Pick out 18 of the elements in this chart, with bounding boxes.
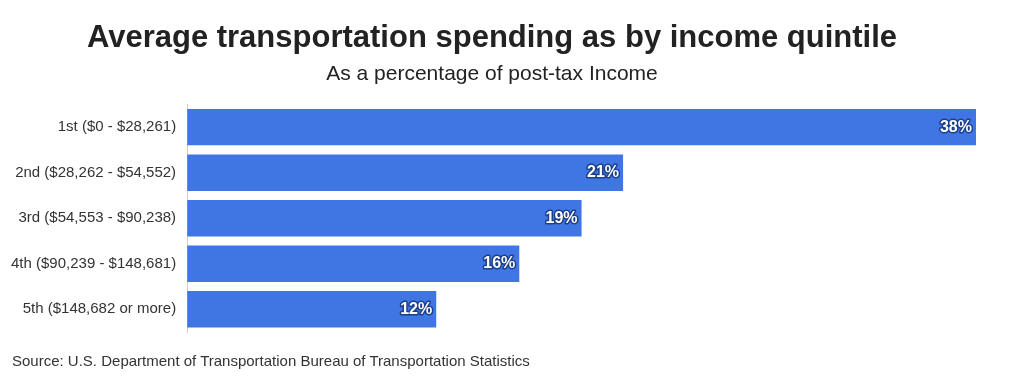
y-tick-label: 5th ($148,682 or more) [22, 299, 177, 317]
bar [187, 199, 582, 237]
source-note: Source: U.S. Department of Transportation Bureau of Transportation Statistics [12, 352, 531, 369]
chart-title: Average transportation spending as by income quintile [86, 19, 898, 55]
y-tick-label: 4th ($90,239 - $148,681) [11, 253, 177, 271]
y-tick-label: 2nd ($28,262 - $54,552) [15, 162, 177, 180]
chart-subtitle: As a percentage of post-tax Income [326, 60, 658, 84]
data-label: 38% [939, 117, 972, 135]
bar [187, 154, 624, 191]
data-label: 21% [587, 163, 620, 181]
data-label: 16% [483, 254, 516, 272]
bar [187, 245, 520, 282]
data-label: 12% [400, 299, 433, 317]
y-tick-label: 1st ($0 - $28,261) [57, 117, 177, 135]
y-tick-label: 3rd ($54,553 - $90,238) [18, 208, 177, 226]
bar [187, 108, 976, 146]
bar [187, 291, 437, 328]
data-label: 19% [545, 208, 578, 226]
